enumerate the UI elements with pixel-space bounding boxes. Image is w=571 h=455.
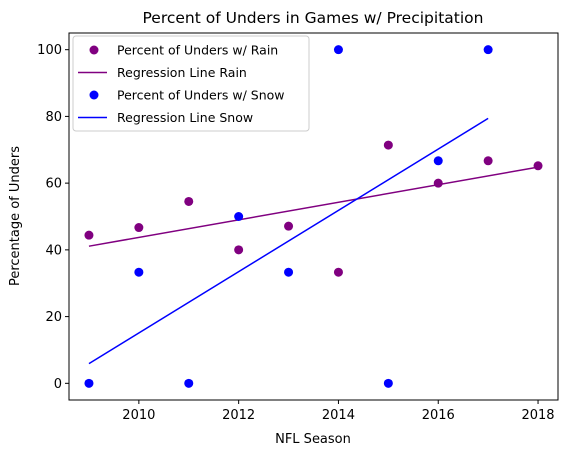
- data-point: [234, 245, 244, 255]
- x-axis-label: NFL Season: [275, 432, 351, 447]
- legend-label: Percent of Unders w/ Snow: [117, 88, 285, 103]
- data-point: [84, 378, 94, 388]
- x-tick-label: 2014: [322, 408, 355, 423]
- regression-line: [88, 166, 539, 247]
- data-point: [134, 267, 144, 277]
- x-tick-label: 2018: [521, 408, 554, 423]
- y-tick-label: 20: [45, 310, 62, 325]
- data-point: [234, 212, 244, 221]
- data-point: [284, 267, 294, 277]
- legend-marker: [89, 45, 99, 55]
- legend-marker: [89, 90, 99, 100]
- x-axis: 2010 2012 2014 2016 2018: [122, 400, 555, 423]
- data-point: [284, 221, 294, 231]
- y-axis-label: Percentage of Unders: [8, 146, 23, 286]
- data-point: [84, 230, 94, 240]
- data-point: [383, 378, 393, 388]
- legend-box: [72, 35, 310, 132]
- chart-title: Percent of Unders in Games w/ Precipitat…: [143, 9, 484, 27]
- data-point: [184, 196, 194, 206]
- y-tick-label: 0: [54, 377, 62, 392]
- y-axis: 0 20 40 60 80 100: [37, 43, 69, 392]
- legend-label: Regression Line Snow: [117, 110, 253, 125]
- regression-line: [88, 117, 489, 365]
- data-point: [383, 140, 393, 150]
- plot-frame: [68, 32, 559, 401]
- x-tick-label: 2012: [222, 408, 255, 423]
- y-tick-label: 100: [37, 43, 62, 58]
- x-tick-label: 2010: [122, 408, 155, 423]
- data-point: [134, 223, 144, 233]
- y-tick-label: 40: [45, 243, 62, 258]
- plot-area: 2010 2012 2014 2016 2018 0 20 40 60 80 100: [37, 32, 559, 423]
- legend-label: Regression Line Rain: [117, 65, 247, 80]
- data-point: [184, 378, 194, 388]
- legend-label: Percent of Unders w/ Rain: [117, 43, 278, 58]
- data-point: [433, 156, 443, 166]
- data-point: [483, 156, 493, 166]
- data-point: [333, 45, 343, 55]
- series-layer: [84, 45, 543, 388]
- y-tick-label: 60: [45, 177, 62, 192]
- x-tick-label: 2016: [422, 408, 455, 423]
- y-tick-label: 80: [45, 110, 62, 125]
- legend: Percent of Unders w/ Rain Regression Line…: [72, 35, 310, 132]
- data-point: [333, 267, 343, 277]
- data-point: [533, 161, 543, 171]
- data-point: [433, 178, 443, 188]
- data-point: [483, 45, 493, 55]
